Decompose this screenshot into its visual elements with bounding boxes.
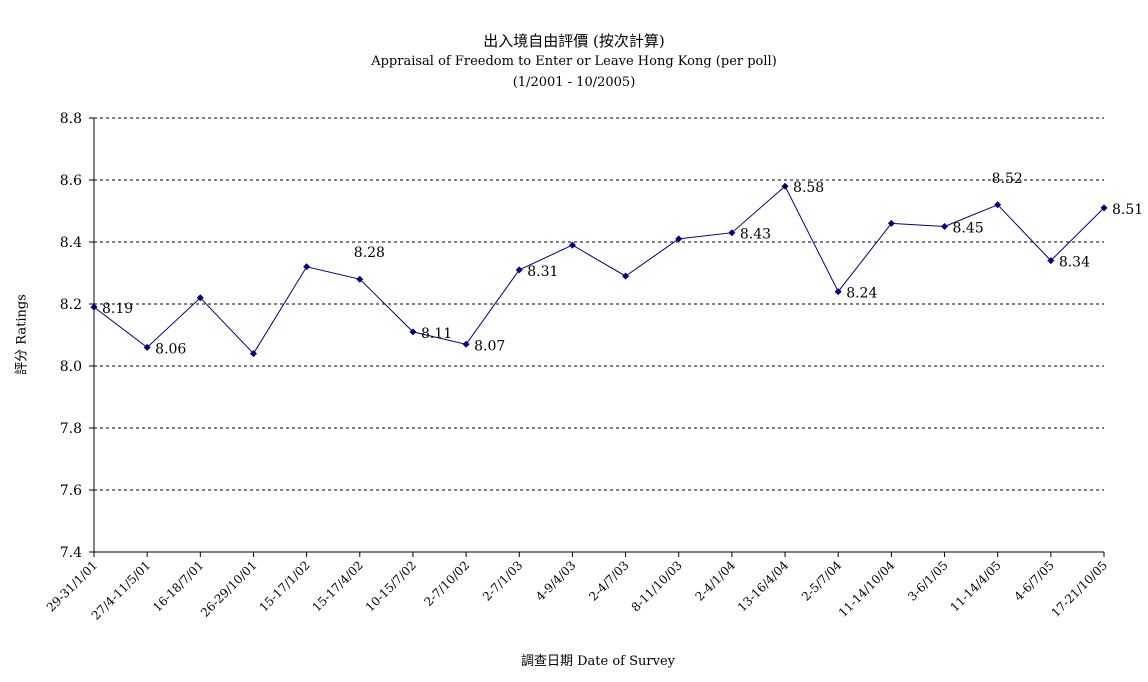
x-tick-label: 2-7/10/02 — [421, 558, 472, 609]
data-label: 8.31 — [527, 264, 558, 280]
data-point — [249, 350, 257, 358]
data-point — [622, 272, 630, 280]
data-label: 8.07 — [474, 338, 505, 354]
chart-date-range: (1/2001 - 10/2005) — [512, 75, 636, 90]
x-tick-label: 10-15/7/02 — [363, 558, 419, 614]
y-tick-label: 8.8 — [60, 111, 82, 127]
y-tick-label: 8.2 — [60, 297, 82, 313]
data-point — [781, 182, 789, 190]
x-tick-label: 2-5/7/04 — [799, 558, 845, 604]
x-tick-label: 11-14/4/05 — [948, 558, 1004, 614]
data-label: 8.34 — [1059, 255, 1090, 271]
data-point — [675, 235, 683, 243]
data-point — [887, 219, 895, 227]
x-tick-label: 15-17/1/02 — [256, 558, 312, 614]
data-point — [462, 340, 470, 348]
data-label: 8.11 — [421, 326, 452, 342]
chart-title: 出入境自由評價 (按次計算) — [483, 32, 665, 50]
x-tick-label: 15-17/4/02 — [310, 558, 366, 614]
x-tick-label: 8-11/10/03 — [629, 558, 685, 614]
data-point — [994, 201, 1002, 209]
x-tick-label: 11-14/10/04 — [836, 558, 898, 620]
data-point — [356, 275, 364, 283]
data-point — [1047, 257, 1055, 265]
data-label: 8.24 — [846, 286, 877, 302]
data-point — [409, 328, 417, 336]
x-tick-label: 13-16/4/04 — [735, 558, 792, 615]
x-tick-label: 2-4/1/04 — [693, 558, 739, 604]
chart-subtitle: Appraisal of Freedom to Enter or Leave H… — [371, 54, 777, 69]
x-tick-label: 17-21/10/05 — [1048, 558, 1110, 620]
y-tick-label: 7.8 — [60, 421, 82, 437]
data-point — [515, 266, 523, 274]
x-tick-label: 4-9/4/03 — [533, 558, 578, 603]
data-point — [196, 294, 204, 302]
y-tick-label: 8.4 — [60, 235, 82, 251]
y-tick-label: 8.0 — [60, 359, 82, 375]
data-point — [143, 343, 151, 351]
data-point — [834, 288, 842, 296]
data-label: 8.58 — [793, 180, 824, 196]
data-point — [90, 303, 98, 311]
y-tick-label: 8.6 — [60, 173, 82, 189]
data-label: 8.51 — [1112, 202, 1143, 218]
x-tick-label: 4-6/7/05 — [1011, 558, 1056, 603]
x-tick-label: 2-4/7/03 — [586, 558, 631, 603]
data-label: 8.19 — [102, 301, 133, 317]
data-label: 8.52 — [992, 171, 1023, 187]
x-tick-label: 16-18/7/01 — [150, 558, 206, 614]
x-axis-label: 調查日期 Date of Survey — [520, 654, 675, 669]
series-line — [93, 185, 1105, 355]
x-tick-label: 26-29/10/01 — [198, 558, 260, 620]
y-tick-label: 7.6 — [60, 483, 82, 499]
x-tick-label: 2-7/1/03 — [480, 558, 525, 603]
y-tick-label: 7.4 — [60, 545, 82, 561]
data-label: 8.06 — [155, 341, 186, 357]
x-tick-label: 3-6/1/05 — [905, 558, 950, 603]
data-point — [1100, 204, 1108, 212]
data-point — [941, 223, 949, 230]
data-point — [568, 241, 576, 249]
data-label: 8.43 — [740, 227, 771, 243]
data-label: 8.28 — [354, 245, 385, 261]
data-point — [728, 229, 736, 237]
x-tick-label: 29-31/1/01 — [44, 558, 100, 614]
data-point — [303, 263, 311, 271]
data-label: 8.45 — [953, 221, 984, 237]
